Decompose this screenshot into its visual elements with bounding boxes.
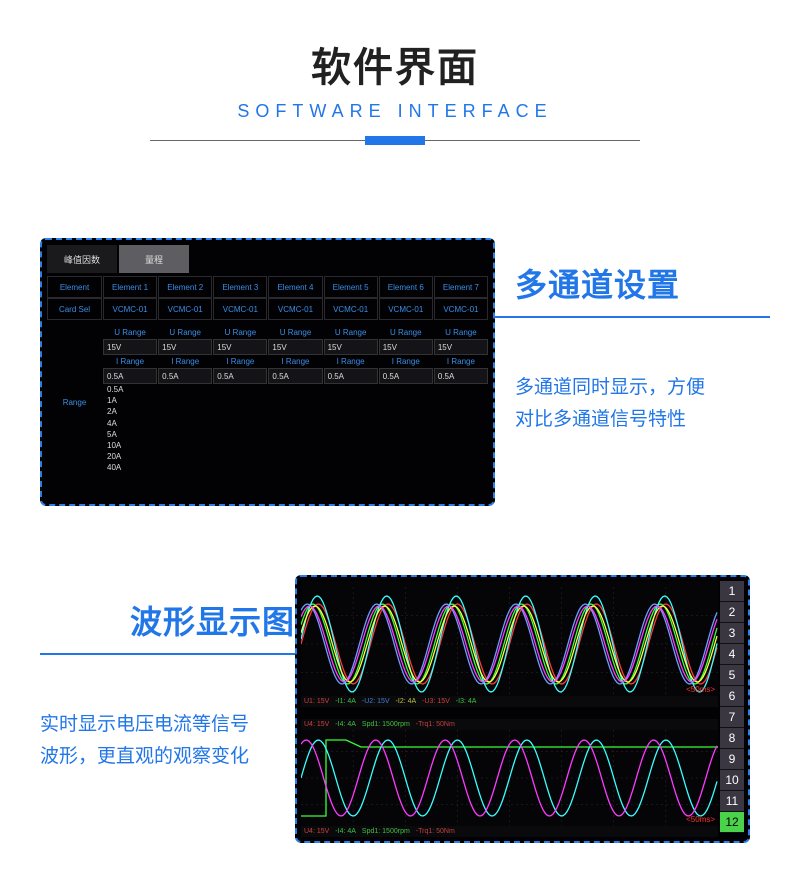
row-label-range: Range: [47, 368, 102, 407]
i-range-label-5: I Range: [324, 355, 378, 368]
section-multichannel: 峰值因数 量程 ElementElement 1Element 2Element…: [0, 238, 790, 506]
i-range-label-1: I Range: [103, 355, 157, 368]
scope-bot-status-bot: U4: 15V -I4: 4A Spd1: 1500rpm -Trq1: 50N…: [301, 826, 718, 837]
section2-desc: 实时显示电压电流等信号 波形，更直观的观察变化: [40, 709, 300, 774]
u-range-value-3[interactable]: 15V: [213, 339, 267, 355]
card-sel-7[interactable]: VCMC-01: [434, 298, 488, 320]
row-label-element: Element: [47, 276, 102, 298]
u-range-value-6[interactable]: 15V: [379, 339, 433, 355]
channel-num-2[interactable]: 2: [720, 602, 744, 623]
element-header-4: Element 4: [268, 276, 322, 298]
channel-num-5[interactable]: 5: [720, 665, 744, 686]
i-range-value-6[interactable]: 0.5A: [379, 368, 433, 384]
scope-lower[interactable]: U4: 15V -I4: 4A Spd1: 1500rpm -Trq1: 50N…: [301, 719, 718, 837]
i-range-option[interactable]: 4A: [107, 418, 157, 429]
section2-rule: [40, 653, 315, 655]
channel-num-10[interactable]: 10: [720, 770, 744, 791]
i-range-dropdown-1[interactable]: 0.5A0.5A1A2A4A5A10A20A40A: [103, 368, 157, 474]
tab-range[interactable]: 量程: [119, 245, 189, 273]
channel-num-1[interactable]: 1: [720, 581, 744, 602]
section1-rule: [495, 316, 770, 318]
element-header-2: Element 2: [158, 276, 212, 298]
card-sel-6[interactable]: VCMC-01: [379, 298, 433, 320]
i-range-option[interactable]: 20A: [107, 451, 157, 462]
i-range-label-3: I Range: [213, 355, 267, 368]
channel-num-7[interactable]: 7: [720, 707, 744, 728]
element-header-6: Element 6: [379, 276, 433, 298]
channel-num-11[interactable]: 11: [720, 791, 744, 812]
page-header: 软件界面 SOFTWARE INTERFACE: [0, 0, 790, 141]
u-range-label-1: U Range: [103, 326, 157, 339]
card-sel-2[interactable]: VCMC-01: [158, 298, 212, 320]
scope-top-status: U1: 15V -I1: 4A -U2: 15V -I2: 4A -U3: 15…: [301, 696, 718, 707]
channel-num-4[interactable]: 4: [720, 644, 744, 665]
section-waveform: 波形显示图 实时显示电压电流等信号 波形，更直观的观察变化 U1: 15V -I…: [0, 575, 790, 843]
i-range-label-7: I Range: [434, 355, 488, 368]
u-range-value-2[interactable]: 15V: [158, 339, 212, 355]
u-range-value-4[interactable]: 15V: [268, 339, 322, 355]
u-range-value-7[interactable]: 15V: [434, 339, 488, 355]
scope-upper[interactable]: U1: 15V -I1: 4A -U2: 15V -I2: 4A -U3: 15…: [301, 581, 718, 707]
i-range-option[interactable]: 1A: [107, 395, 157, 406]
i-range-value-4[interactable]: 0.5A: [268, 368, 322, 384]
u-range-label-7: U Range: [434, 326, 488, 339]
waveform-display-panel: U1: 15V -I1: 4A -U2: 15V -I2: 4A -U3: 15…: [295, 575, 750, 843]
section1-desc: 多通道同时显示，方便 对比多通道信号特性: [515, 372, 775, 437]
waveform-svg-top: [301, 581, 718, 707]
section1-title: 多通道设置: [515, 260, 775, 306]
card-sel-1[interactable]: VCMC-01: [103, 298, 157, 320]
scope-bot-status-top: U4: 15V -I4: 4A Spd1: 1500rpm -Trq1: 50N…: [301, 719, 718, 730]
u-range-label-6: U Range: [379, 326, 433, 339]
channel-num-12[interactable]: 12: [720, 812, 744, 833]
page-title-cn: 软件界面: [0, 35, 790, 93]
i-range-option[interactable]: 2A: [107, 406, 157, 417]
channel-num-6[interactable]: 6: [720, 686, 744, 707]
i-range-label-4: I Range: [268, 355, 322, 368]
card-sel-5[interactable]: VCMC-01: [324, 298, 378, 320]
section2-text: 波形显示图 实时显示电压电流等信号 波形，更直观的观察变化: [40, 597, 300, 774]
page-title-en: SOFTWARE INTERFACE: [0, 101, 790, 122]
row-label-card: Card Sel: [47, 298, 102, 320]
i-range-label-6: I Range: [379, 355, 433, 368]
waveform-svg-bot: [301, 719, 718, 837]
timebase-bot: <50ms>: [686, 815, 715, 824]
card-sel-4[interactable]: VCMC-01: [268, 298, 322, 320]
i-range-value-5[interactable]: 0.5A: [324, 368, 378, 384]
u-range-value-1[interactable]: 15V: [103, 339, 157, 355]
channel-num-9[interactable]: 9: [720, 749, 744, 770]
channel-num-3[interactable]: 3: [720, 623, 744, 644]
timebase-top: <50ms>: [686, 685, 715, 694]
u-range-value-5[interactable]: 15V: [324, 339, 378, 355]
u-range-label-4: U Range: [268, 326, 322, 339]
section2-title: 波形显示图: [40, 597, 300, 643]
i-range-label-2: I Range: [158, 355, 212, 368]
element-header-5: Element 5: [324, 276, 378, 298]
tab-peak-factor[interactable]: 峰值因数: [47, 245, 117, 273]
i-range-option[interactable]: 5A: [107, 429, 157, 440]
element-header-3: Element 3: [213, 276, 267, 298]
channel-number-list: 123456789101112: [720, 581, 744, 833]
u-range-label-3: U Range: [213, 326, 267, 339]
u-range-label-2: U Range: [158, 326, 212, 339]
i-range-value-2[interactable]: 0.5A: [158, 368, 212, 384]
i-range-option[interactable]: 10A: [107, 440, 157, 451]
i-range-value-3[interactable]: 0.5A: [213, 368, 267, 384]
multichannel-settings-panel: 峰值因数 量程 ElementElement 1Element 2Element…: [40, 238, 495, 506]
i-range-value-7[interactable]: 0.5A: [434, 368, 488, 384]
divider: [150, 140, 640, 141]
u-range-label-5: U Range: [324, 326, 378, 339]
element-header-1: Element 1: [103, 276, 157, 298]
element-header-7: Element 7: [434, 276, 488, 298]
channel-num-8[interactable]: 8: [720, 728, 744, 749]
i-range-option[interactable]: 40A: [107, 462, 157, 473]
i-range-options[interactable]: 0.5A1A2A4A5A10A20A40A: [103, 384, 157, 474]
card-sel-3[interactable]: VCMC-01: [213, 298, 267, 320]
i-range-option[interactable]: 0.5A: [107, 384, 157, 395]
section1-text: 多通道设置 多通道同时显示，方便 对比多通道信号特性: [515, 260, 775, 437]
